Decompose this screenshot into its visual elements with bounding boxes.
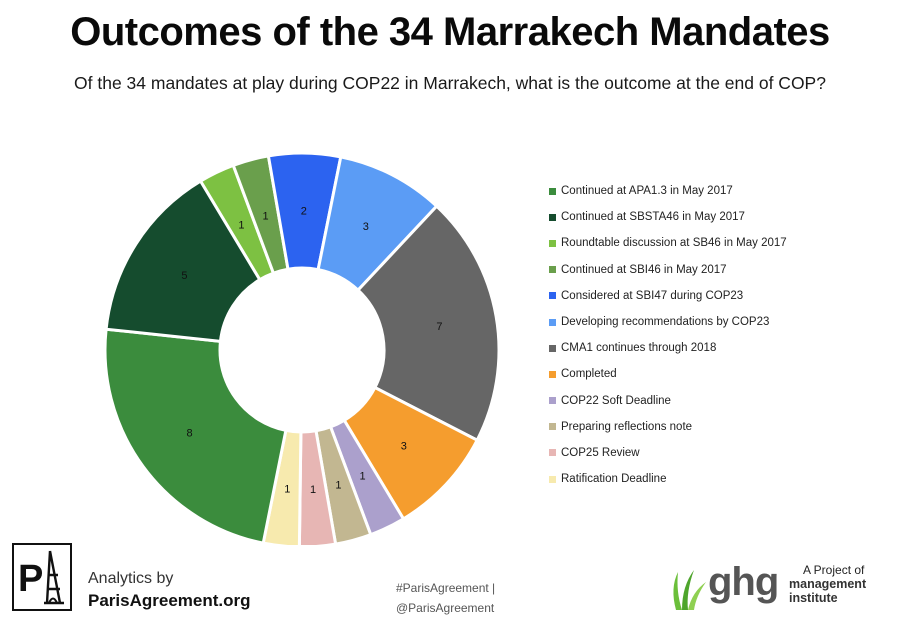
eiffel-tower-icon: P bbox=[18, 550, 64, 605]
analytics-by-label: Analytics by bbox=[88, 570, 174, 587]
ghg-logo-text: ghg bbox=[708, 560, 779, 604]
slice-value-label: 3 bbox=[363, 221, 369, 233]
donut-slice bbox=[355, 204, 501, 443]
legend-label: Continued at APA1.3 in May 2017 bbox=[561, 185, 733, 198]
legend-swatch bbox=[549, 344, 556, 352]
legend-item: Continued at SBSTA46 in May 2017 bbox=[549, 204, 787, 230]
management-institute-label: management institute bbox=[789, 577, 866, 605]
slice-value-label: 1 bbox=[310, 484, 316, 496]
chart-title: Outcomes of the 34 Marrakech Mandates bbox=[70, 10, 830, 54]
legend-item: COP25 Review bbox=[549, 440, 787, 466]
legend-swatch bbox=[549, 475, 556, 483]
slice-value-label: 3 bbox=[401, 440, 407, 452]
legend-label: COP22 Soft Deadline bbox=[561, 394, 671, 407]
chart-legend: Continued at APA1.3 in May 2017 Continued… bbox=[549, 178, 787, 492]
legend-item: Preparing reflections note bbox=[549, 414, 787, 440]
legend-swatch bbox=[549, 213, 556, 221]
legend-item: Ratification Deadline bbox=[549, 466, 787, 492]
legend-label: Developing recommendations by COP23 bbox=[561, 316, 770, 329]
mgmt-line-1: management bbox=[789, 577, 867, 591]
slice-value-label: 1 bbox=[284, 484, 290, 496]
handle: @ParisAgreement bbox=[396, 601, 495, 615]
legend-item: CMA1 continues through 2018 bbox=[549, 335, 787, 361]
slice-value-label: 1 bbox=[238, 219, 244, 231]
legend-swatch bbox=[549, 397, 556, 405]
slice-value-label: 7 bbox=[436, 321, 442, 333]
donut-slice bbox=[104, 179, 262, 343]
slice-value-label: 1 bbox=[359, 471, 365, 483]
legend-label: CMA1 continues through 2018 bbox=[561, 342, 717, 355]
legend-item: Continued at APA1.3 in May 2017 bbox=[549, 178, 787, 204]
legend-label: Preparing reflections note bbox=[561, 420, 693, 433]
legend-label: Continued at SBI46 in May 2017 bbox=[561, 263, 727, 276]
legend-item: Roundtable discussion at SB46 in May 201… bbox=[549, 230, 787, 256]
grass-leaf-icon bbox=[673, 570, 706, 610]
project-of-label: A Project of bbox=[803, 563, 865, 577]
legend-item: Continued at SBI46 in May 2017 bbox=[549, 257, 787, 283]
legend-label: Considered at SBI47 during COP23 bbox=[561, 289, 744, 302]
eiffel-tower-pa-logo: P bbox=[12, 543, 72, 611]
legend-label: Completed bbox=[561, 368, 617, 381]
mgmt-line-2: institute bbox=[789, 591, 838, 605]
legend-swatch bbox=[549, 318, 556, 326]
legend-label: Roundtable discussion at SB46 in May 201… bbox=[561, 237, 787, 250]
donut-slice bbox=[103, 327, 288, 545]
slice-value-label: 1 bbox=[335, 480, 341, 492]
legend-swatch bbox=[549, 449, 556, 457]
slice-value-label: 8 bbox=[187, 428, 193, 440]
legend-item: Completed bbox=[549, 361, 787, 387]
legend-item: Considered at SBI47 during COP23 bbox=[549, 283, 787, 309]
legend-swatch bbox=[549, 187, 556, 195]
social-tags: #ParisAgreement | @ParisAgreement bbox=[396, 578, 495, 618]
legend-swatch bbox=[549, 266, 556, 274]
svg-text:P: P bbox=[18, 558, 43, 600]
slice-value-label: 5 bbox=[181, 270, 187, 282]
legend-swatch bbox=[549, 423, 556, 431]
legend-label: Continued at SBSTA46 in May 2017 bbox=[561, 211, 745, 224]
legend-item: COP22 Soft Deadline bbox=[549, 388, 787, 414]
legend-swatch bbox=[549, 370, 556, 378]
legend-swatch bbox=[549, 239, 556, 247]
legend-label: Ratification Deadline bbox=[561, 473, 667, 486]
chart-subtitle: Of the 34 mandates at play during COP22 … bbox=[74, 73, 826, 93]
slice-value-label: 2 bbox=[301, 206, 307, 218]
legend-item: Developing recommendations by COP23 bbox=[549, 309, 787, 335]
site-name: ParisAgreement.org bbox=[88, 591, 251, 610]
legend-swatch bbox=[549, 292, 556, 300]
slice-value-label: 1 bbox=[263, 210, 269, 222]
hashtag: #ParisAgreement | bbox=[396, 581, 496, 595]
legend-label: COP25 Review bbox=[561, 446, 640, 459]
